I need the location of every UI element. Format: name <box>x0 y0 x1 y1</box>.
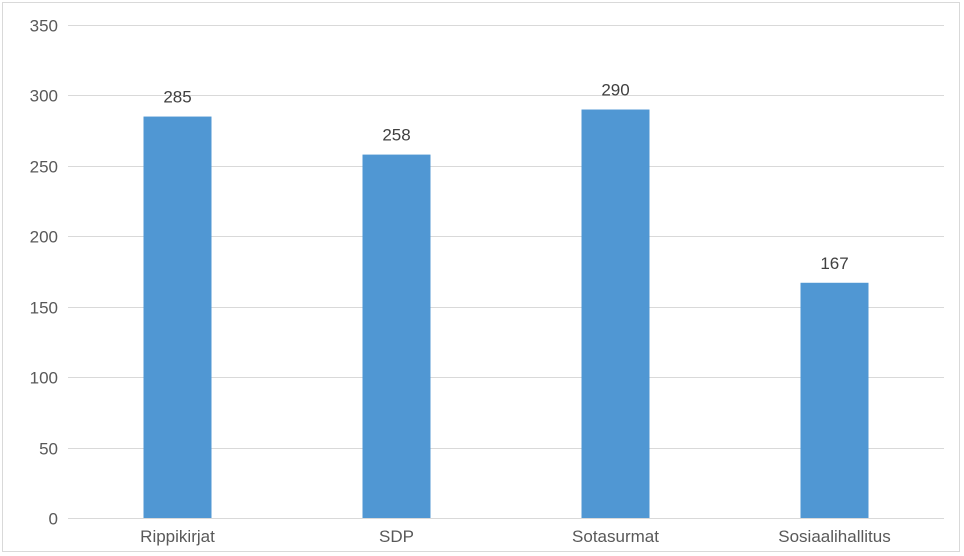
bar-rippikirjat <box>143 116 212 519</box>
y-tick-label: 300 <box>30 87 58 106</box>
x-tick-label-sdp: SDP <box>379 527 414 546</box>
x-tick-label-sosiaalihallitus: Sosiaalihallitus <box>778 527 890 546</box>
bars <box>143 109 869 519</box>
x-tick-label-sotasurmat: Sotasurmat <box>572 527 659 546</box>
x-tick-label-rippikirjat: Rippikirjat <box>140 527 215 546</box>
y-tick-label: 200 <box>30 228 58 247</box>
bar-sdp <box>362 154 431 519</box>
bar-sotasurmat <box>581 109 650 518</box>
y-tick-label: 150 <box>30 299 58 318</box>
y-axis-ticks: 0 50 100 150 200 250 300 350 <box>30 17 58 529</box>
y-tick-label: 250 <box>30 158 58 177</box>
x-axis-ticks: Rippikirjat SDP Sotasurmat Sosiaalihallitus <box>140 527 891 546</box>
y-tick-label: 0 <box>49 510 58 529</box>
data-label-rippikirjat: 285 <box>163 88 191 107</box>
gridlines <box>68 25 944 519</box>
data-label-sosiaalihallitus: 167 <box>820 254 848 273</box>
data-labels: 285 258 290 167 <box>163 81 848 273</box>
y-tick-label: 50 <box>39 440 58 459</box>
data-label-sotasurmat: 290 <box>601 81 629 100</box>
data-label-sdp: 258 <box>382 126 410 145</box>
bar-sosiaalihallitus <box>800 282 869 518</box>
y-tick-label: 350 <box>30 17 58 36</box>
y-tick-label: 100 <box>30 369 58 388</box>
